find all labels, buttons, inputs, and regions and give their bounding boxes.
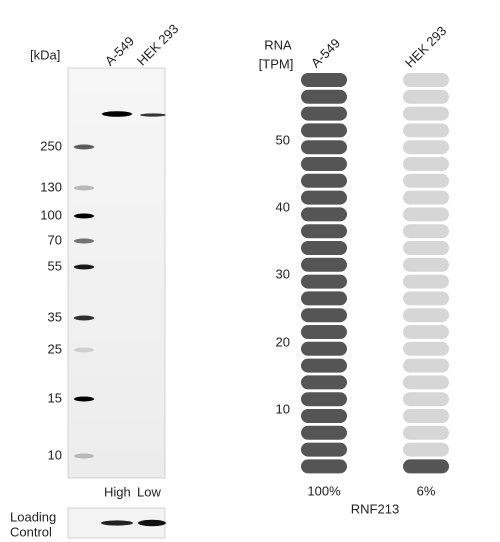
band [102, 111, 132, 117]
band [101, 520, 133, 526]
percent-label: 6% [417, 483, 436, 498]
ladder-band [74, 144, 94, 150]
tick-label: 50 [276, 132, 290, 147]
pill [403, 409, 449, 423]
pill [403, 358, 449, 373]
marker-label: 100 [40, 207, 62, 222]
ladder-band [74, 453, 94, 459]
pill [403, 241, 449, 255]
pill [301, 291, 347, 306]
pill [301, 308, 347, 323]
axis-label: [TPM] [259, 56, 294, 71]
sample-label: A-549 [308, 35, 343, 70]
pill [403, 106, 449, 121]
pill [403, 459, 449, 474]
pill [403, 442, 449, 457]
pill [301, 459, 347, 474]
level-label: High [104, 484, 131, 499]
axis-label: RNA [264, 37, 292, 52]
pill [301, 140, 347, 155]
marker-label: 55 [48, 258, 62, 273]
band [140, 113, 166, 117]
pill [403, 157, 449, 171]
marker-label: 15 [48, 390, 62, 405]
ladder-band [74, 396, 94, 402]
ladder-band [74, 213, 94, 219]
pill [403, 224, 449, 239]
gene-label: RNF213 [351, 501, 399, 516]
pill [403, 89, 449, 104]
tick-label: 10 [276, 401, 290, 416]
pill [301, 241, 347, 255]
marker-label: 130 [40, 179, 62, 194]
pill [403, 123, 449, 138]
marker-label: 250 [40, 138, 62, 153]
pill [403, 425, 449, 440]
percent-label: 100% [307, 483, 341, 498]
pill [403, 73, 449, 87]
ladder-band [74, 185, 94, 191]
level-label: Low [137, 484, 161, 499]
pill [301, 73, 347, 87]
blot-panel [67, 67, 166, 479]
pill [301, 123, 347, 138]
pill [403, 392, 449, 407]
ladder-band [74, 238, 94, 244]
pill [301, 190, 347, 205]
ladder-band [74, 315, 94, 321]
lane-label: HEK 293 [134, 21, 181, 68]
tick-label: 40 [276, 199, 290, 214]
pill [301, 274, 347, 289]
unit-label: [kDa] [30, 47, 60, 62]
sample-label: HEK 293 [402, 23, 449, 70]
marker-label: 70 [48, 232, 62, 247]
lane-label: A-549 [102, 33, 137, 68]
marker-label: 35 [48, 309, 62, 324]
marker-label: 10 [48, 447, 62, 462]
pill [301, 224, 347, 239]
pill [403, 291, 449, 306]
pill [403, 375, 449, 390]
pill [403, 207, 449, 222]
tick-label: 30 [276, 266, 290, 281]
pill [301, 425, 347, 440]
pill [301, 207, 347, 222]
pill [301, 358, 347, 373]
ladder-band [74, 347, 94, 353]
pill [301, 106, 347, 121]
pill [403, 341, 449, 356]
pill [301, 257, 347, 272]
pill [403, 325, 449, 339]
loading-label: Loading [10, 509, 56, 524]
marker-label: 25 [48, 341, 62, 356]
tick-label: 20 [276, 334, 290, 349]
pill [403, 190, 449, 205]
pill [301, 392, 347, 407]
band [138, 519, 166, 527]
pill [301, 173, 347, 188]
pill [403, 173, 449, 188]
pill [403, 308, 449, 323]
pills [301, 73, 449, 474]
pill [301, 409, 347, 423]
pill [403, 274, 449, 289]
pill [403, 257, 449, 272]
pill [301, 442, 347, 457]
pill [301, 375, 347, 390]
pill [301, 157, 347, 171]
pill [403, 140, 449, 155]
pill [301, 89, 347, 104]
ladder [74, 144, 94, 459]
pill [301, 325, 347, 339]
loading-label: Control [10, 524, 52, 539]
pill [301, 341, 347, 356]
ladder-band [74, 264, 94, 270]
